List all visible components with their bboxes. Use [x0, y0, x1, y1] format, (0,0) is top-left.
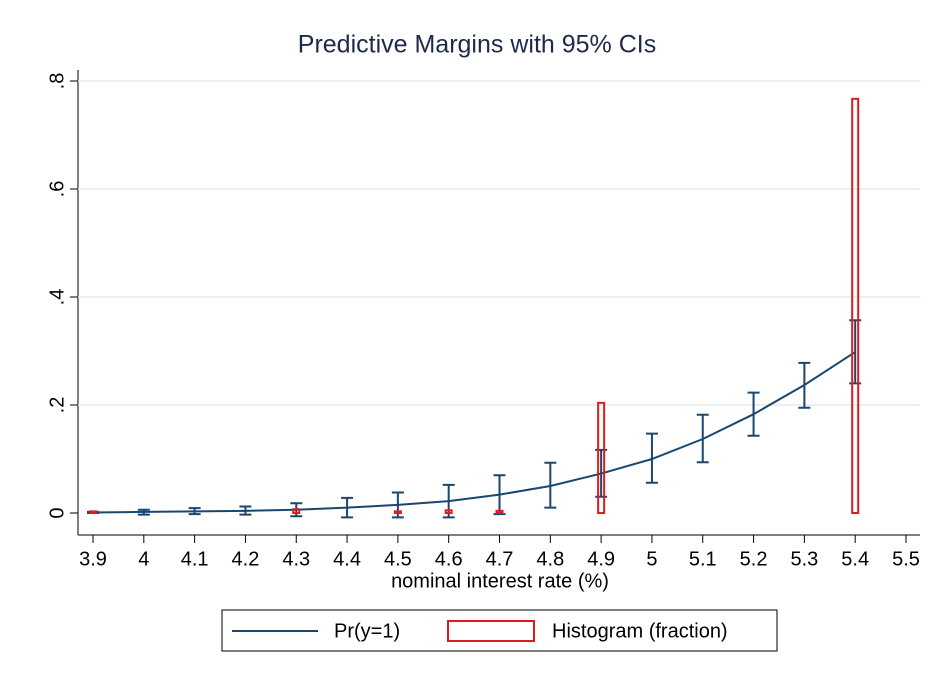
error-bar: [188, 507, 201, 516]
y-tick-label: .6: [46, 181, 68, 198]
histogram-bar: [851, 97, 860, 514]
y-tick-label: .8: [46, 73, 68, 90]
y-tick-label: 0: [46, 507, 68, 518]
legend-label: Pr(y=1): [334, 620, 400, 642]
error-bar: [747, 391, 760, 437]
x-tick-label: 4.2: [232, 548, 260, 570]
y-tick-label: .4: [46, 289, 68, 306]
error-bar: [137, 508, 150, 516]
x-tick-label: 4.8: [536, 548, 564, 570]
x-tick-label: 4.4: [333, 548, 361, 570]
x-tick-label: 5.1: [689, 548, 717, 570]
x-tick-label: 4.9: [587, 548, 615, 570]
x-tick-label: 5.4: [841, 548, 869, 570]
x-tick-label: 5.2: [740, 548, 768, 570]
error-bar: [341, 496, 354, 519]
error-bar: [239, 505, 252, 516]
x-tick-label: 4.6: [435, 548, 463, 570]
x-tick-label: 5.5: [892, 548, 920, 570]
x-tick-label: 4: [138, 548, 149, 570]
x-tick-label: 3.9: [79, 548, 107, 570]
error-bar: [696, 413, 709, 464]
y-tick-label: .2: [46, 397, 68, 414]
histogram-bar: [393, 510, 402, 515]
histogram-bar: [597, 401, 606, 514]
histogram-bar: [495, 509, 504, 514]
error-bar: [442, 483, 455, 519]
x-tick-label: 4.5: [384, 548, 412, 570]
chart-title: Predictive Margins with 95% CIs: [298, 31, 656, 59]
error-bar: [798, 361, 811, 409]
legend-swatch: [447, 620, 535, 642]
x-tick-label: 4.3: [282, 548, 310, 570]
x-tick-label: 4.7: [486, 548, 514, 570]
error-bar: [544, 461, 557, 509]
error-bar: [493, 474, 506, 516]
error-bar: [645, 432, 658, 484]
histogram-bar: [292, 508, 301, 515]
x-tick-label: 4.1: [181, 548, 209, 570]
x-axis-label: nominal interest rate (%): [391, 570, 609, 592]
x-tick-label: 5: [646, 548, 657, 570]
histogram-bar: [89, 510, 97, 515]
legend-label: Histogram (fraction): [552, 620, 728, 642]
x-tick-label: 5.3: [790, 548, 818, 570]
margin-line: [92, 351, 856, 514]
histogram-bar: [444, 509, 453, 514]
